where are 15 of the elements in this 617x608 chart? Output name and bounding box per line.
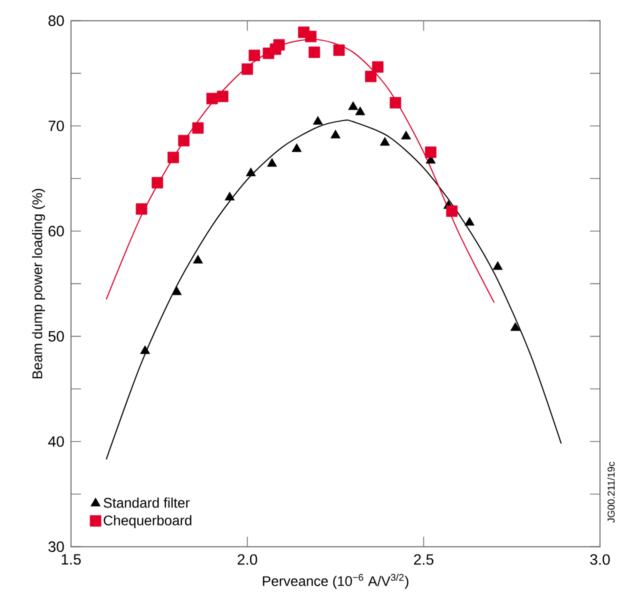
legend-label: Chequerboard — [104, 515, 192, 528]
y-tick-label: 70 — [48, 120, 64, 132]
y-tick-label: 40 — [48, 436, 64, 447]
y-axis-title: Beam dump power loading (%) — [32, 188, 46, 378]
y-tick-label: 60 — [48, 226, 64, 236]
x-tick-label: 1.5 — [62, 554, 81, 565]
y-tick-label: 50 — [48, 331, 64, 342]
y-tick-label: 30 — [48, 541, 64, 552]
x-axis-title: Perveance (10$^{−6}$ A/V$^{3/2}$) — [262, 574, 408, 589]
legend-label: Standard filter — [104, 498, 190, 508]
y-tick-label: 80 — [48, 15, 64, 26]
x-tick-label: 2.0 — [238, 554, 258, 565]
x-tick-label: 3.0 — [590, 554, 610, 565]
text: JG00.211/19c — [607, 462, 615, 523]
x-tick-label: 2.5 — [414, 554, 434, 565]
